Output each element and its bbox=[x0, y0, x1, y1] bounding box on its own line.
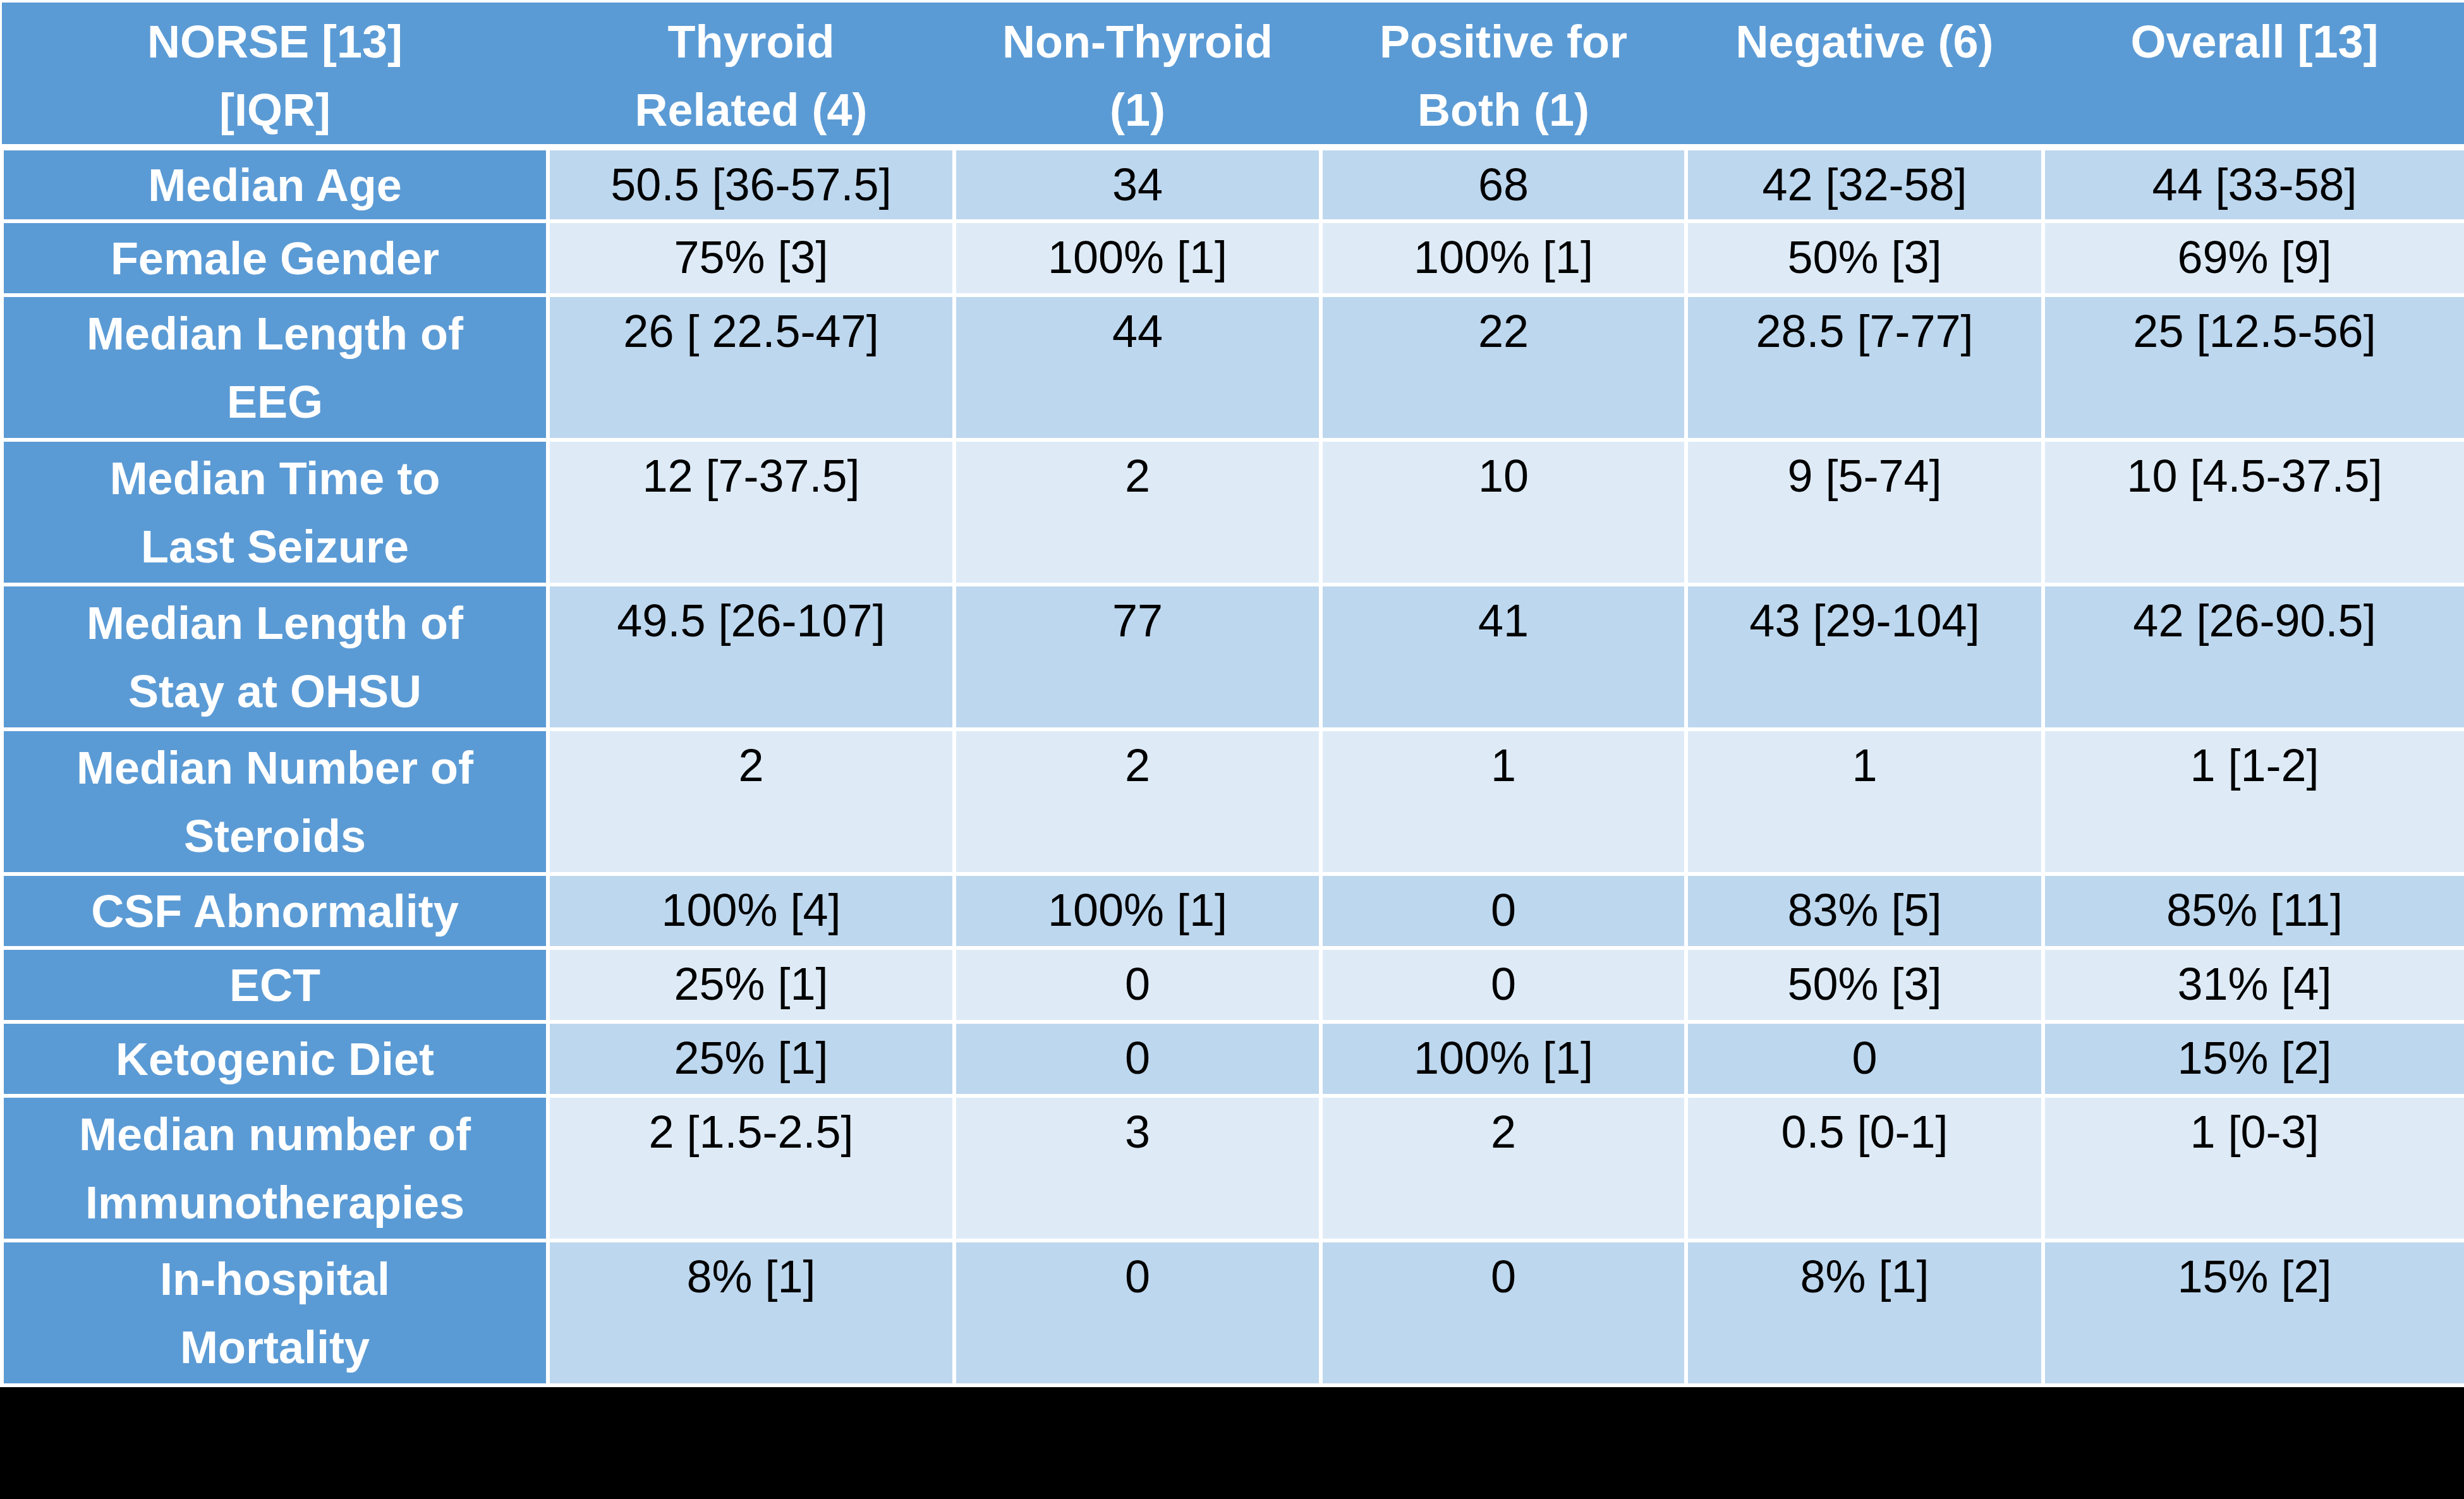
row-label: CSF Abnormality bbox=[2, 874, 548, 948]
value-cell: 31% [4] bbox=[2043, 948, 2464, 1022]
value-cell: 28.5 [7-77] bbox=[1686, 295, 2043, 440]
value-cell: 50.5 [36-57.5] bbox=[548, 147, 954, 221]
row-label: Median Length of Stay at OHSU bbox=[2, 585, 548, 729]
value-cell: 0 bbox=[1686, 1022, 2043, 1096]
col-header-negative: Negative (6) bbox=[1686, 1, 2043, 147]
value-cell: 3 bbox=[954, 1096, 1321, 1241]
row-label: Median Time to Last Seizure bbox=[2, 440, 548, 585]
value-cell: 100% [1] bbox=[1321, 1022, 1686, 1096]
value-cell: 75% [3] bbox=[548, 221, 954, 295]
value-cell: 25% [1] bbox=[548, 948, 954, 1022]
value-cell: 26 [ 22.5-47] bbox=[548, 295, 954, 440]
col-header-positive-both: Positive for Both (1) bbox=[1321, 1, 1686, 147]
value-cell: 100% [4] bbox=[548, 874, 954, 948]
col-header-non-thyroid: Non-Thyroid (1) bbox=[954, 1, 1321, 147]
value-cell: 0 bbox=[954, 1022, 1321, 1096]
value-cell: 2 bbox=[548, 729, 954, 874]
value-cell: 9 [5-74] bbox=[1686, 440, 2043, 585]
value-cell: 50% [3] bbox=[1686, 221, 2043, 295]
value-cell: 22 bbox=[1321, 295, 1686, 440]
table-row-median-number-steroids: Median Number of Steroids 2 2 1 1 1 [1-2… bbox=[2, 729, 2464, 874]
value-cell: 8% [1] bbox=[548, 1241, 954, 1385]
value-cell: 42 [26-90.5] bbox=[2043, 585, 2464, 729]
table-row-median-number-immunotherapies: Median number of Immunotherapies 2 [1.5-… bbox=[2, 1096, 2464, 1241]
row-label: Female Gender bbox=[2, 221, 548, 295]
table-row-in-hospital-mortality: In-hospital Mortality 8% [1] 0 0 8% [1] … bbox=[2, 1241, 2464, 1385]
value-cell: 0 bbox=[954, 1241, 1321, 1385]
table-row-female-gender: Female Gender 75% [3] 100% [1] 100% [1] … bbox=[2, 221, 2464, 295]
table-row-ketogenic-diet: Ketogenic Diet 25% [1] 0 100% [1] 0 15% … bbox=[2, 1022, 2464, 1096]
value-cell: 44 [33-58] bbox=[2043, 147, 2464, 221]
header-row: NORSE [13] [IQR] Thyroid Related (4) Non… bbox=[2, 1, 2464, 147]
value-cell: 77 bbox=[954, 585, 1321, 729]
col-header-norse-iqr: NORSE [13] [IQR] bbox=[2, 1, 548, 147]
row-label: Median number of Immunotherapies bbox=[2, 1096, 548, 1241]
value-cell: 1 bbox=[1686, 729, 2043, 874]
value-cell: 0 bbox=[1321, 948, 1686, 1022]
table-row-ect: ECT 25% [1] 0 0 50% [3] 31% [4] bbox=[2, 948, 2464, 1022]
table-row-median-length-eeg: Median Length of EEG 26 [ 22.5-47] 44 22… bbox=[2, 295, 2464, 440]
value-cell: 25 [12.5-56] bbox=[2043, 295, 2464, 440]
row-label: ECT bbox=[2, 948, 548, 1022]
row-label: Median Number of Steroids bbox=[2, 729, 548, 874]
table-row-median-length-stay-ohsu: Median Length of Stay at OHSU 49.5 [26-1… bbox=[2, 585, 2464, 729]
value-cell: 41 bbox=[1321, 585, 1686, 729]
value-cell: 50% [3] bbox=[1686, 948, 2043, 1022]
col-header-thyroid-related: Thyroid Related (4) bbox=[548, 1, 954, 147]
value-cell: 12 [7-37.5] bbox=[548, 440, 954, 585]
value-cell: 2 bbox=[954, 440, 1321, 585]
row-label: Median Length of EEG bbox=[2, 295, 548, 440]
value-cell: 15% [2] bbox=[2043, 1241, 2464, 1385]
table-row-csf-abnormality: CSF Abnormality 100% [4] 100% [1] 0 83% … bbox=[2, 874, 2464, 948]
value-cell: 49.5 [26-107] bbox=[548, 585, 954, 729]
value-cell: 2 [1.5-2.5] bbox=[548, 1096, 954, 1241]
value-cell: 44 bbox=[954, 295, 1321, 440]
value-cell: 68 bbox=[1321, 147, 1686, 221]
value-cell: 15% [2] bbox=[2043, 1022, 2464, 1096]
table-row-median-time-last-seizure: Median Time to Last Seizure 12 [7-37.5] … bbox=[2, 440, 2464, 585]
value-cell: 10 bbox=[1321, 440, 1686, 585]
norse-outcomes-table: NORSE [13] [IQR] Thyroid Related (4) Non… bbox=[0, 0, 2464, 1387]
value-cell: 100% [1] bbox=[1321, 221, 1686, 295]
value-cell: 0 bbox=[1321, 874, 1686, 948]
value-cell: 8% [1] bbox=[1686, 1241, 2043, 1385]
value-cell: 0 bbox=[1321, 1241, 1686, 1385]
row-label: Ketogenic Diet bbox=[2, 1022, 548, 1096]
slide-canvas: NORSE [13] [IQR] Thyroid Related (4) Non… bbox=[0, 0, 2464, 1499]
value-cell: 0.5 [0-1] bbox=[1686, 1096, 2043, 1241]
value-cell: 1 [1-2] bbox=[2043, 729, 2464, 874]
value-cell: 34 bbox=[954, 147, 1321, 221]
value-cell: 1 bbox=[1321, 729, 1686, 874]
value-cell: 69% [9] bbox=[2043, 221, 2464, 295]
value-cell: 2 bbox=[1321, 1096, 1686, 1241]
value-cell: 42 [32-58] bbox=[1686, 147, 2043, 221]
row-label: In-hospital Mortality bbox=[2, 1241, 548, 1385]
value-cell: 100% [1] bbox=[954, 221, 1321, 295]
value-cell: 0 bbox=[954, 948, 1321, 1022]
value-cell: 83% [5] bbox=[1686, 874, 2043, 948]
value-cell: 10 [4.5-37.5] bbox=[2043, 440, 2464, 585]
col-header-overall: Overall [13] bbox=[2043, 1, 2464, 147]
value-cell: 100% [1] bbox=[954, 874, 1321, 948]
value-cell: 1 [0-3] bbox=[2043, 1096, 2464, 1241]
value-cell: 25% [1] bbox=[548, 1022, 954, 1096]
value-cell: 43 [29-104] bbox=[1686, 585, 2043, 729]
value-cell: 85% [11] bbox=[2043, 874, 2464, 948]
table-row-median-age: Median Age 50.5 [36-57.5] 34 68 42 [32-5… bbox=[2, 147, 2464, 221]
bottom-black-band bbox=[0, 1387, 2464, 1499]
value-cell: 2 bbox=[954, 729, 1321, 874]
row-label: Median Age bbox=[2, 147, 548, 221]
